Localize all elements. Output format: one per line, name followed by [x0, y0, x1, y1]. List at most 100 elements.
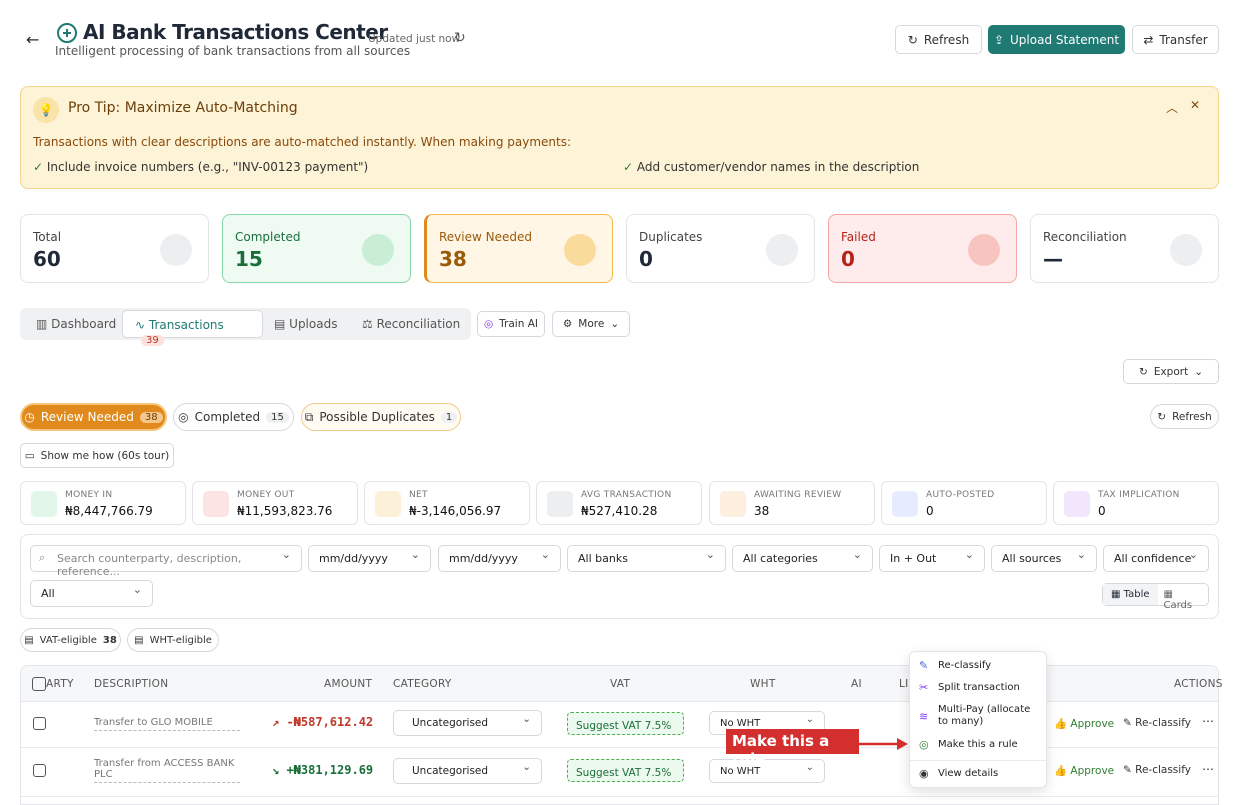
close-button[interactable]: ✕: [1189, 98, 1200, 112]
transfer-button[interactable]: ⇄ Transfer: [1132, 25, 1219, 54]
option: No WHT: [720, 718, 761, 729]
row-divider: [21, 796, 1218, 797]
stat-label: Review Needed: [439, 230, 532, 244]
tab-active[interactable]: ∿ Transactions 39: [122, 310, 263, 346]
menu-item[interactable]: Re-classify: [938, 660, 992, 671]
option: In + Out: [890, 552, 937, 565]
category-select[interactable]: Uncategorised: [393, 758, 542, 784]
approve-button[interactable]: 👍 Approve: [1054, 718, 1115, 730]
menu-item[interactable]: Make this a rule: [938, 739, 1018, 750]
stat-label: Duplicates: [639, 230, 703, 244]
refresh-button[interactable]: ↻ Refresh: [895, 25, 982, 54]
export-button[interactable]: ↻ Export ⌄: [1123, 359, 1219, 384]
source-select[interactable]: All sources: [991, 545, 1097, 572]
direction-select[interactable]: In + Out: [879, 545, 985, 572]
upload-button[interactable]: ⇪ Upload Statement: [988, 25, 1125, 54]
page-subtitle: Intelligent processing of bank transacti…: [55, 44, 411, 58]
metric-icon: [31, 491, 57, 517]
date-input[interactable]: mm/dd/yyyy: [438, 545, 561, 572]
more-button[interactable]: ⚙ More ⌄: [552, 311, 630, 337]
collapse-button[interactable]: ︿: [1165, 101, 1178, 115]
metric-icon: [547, 491, 573, 517]
view-option[interactable]: ▦ Cards: [1163, 589, 1193, 611]
tab-bar: ▥ Dashboard ∿ Transactions 39 ▤ Uploads …: [20, 308, 471, 346]
menu-item[interactable]: View details: [938, 768, 999, 779]
option: All: [41, 587, 55, 600]
check: ✓: [623, 160, 637, 174]
sync-icon[interactable]: ↻: [454, 30, 466, 46]
row-divider: [21, 747, 1218, 748]
status-refresh-button[interactable]: ↻ Refresh: [1150, 404, 1219, 429]
metric-icon: [1064, 491, 1090, 517]
tab[interactable]: ▥ Dashboard: [36, 317, 117, 331]
icon: ↘: [272, 763, 287, 777]
vat-suggestion[interactable]: Suggest VAT 7.5%: [567, 759, 684, 782]
bank-select[interactable]: All banks: [567, 545, 726, 572]
metric-value: 0: [1098, 504, 1106, 518]
metric-value: 0: [926, 504, 934, 518]
label: Export: [1153, 365, 1189, 378]
label: Upload Statement: [1010, 32, 1120, 47]
status-pill[interactable]: ⧉ Possible Duplicates 1: [301, 403, 461, 431]
tab[interactable]: ⚖ Reconciliation: [362, 317, 461, 331]
metric-card: MONEY IN ₦8,447,766.79: [20, 481, 186, 525]
metric-icon: [892, 491, 918, 517]
label: VAT-eligible: [39, 634, 97, 646]
row-menu-button[interactable]: ⋯: [1202, 714, 1214, 728]
row-checkbox[interactable]: [33, 717, 46, 730]
column-header: DESCRIPTION: [94, 678, 169, 690]
option: All sources: [1002, 552, 1062, 565]
stat-icon: [1170, 234, 1202, 266]
train-ai-button[interactable]: ◎ Train AI: [477, 311, 545, 337]
tip-item: ✓ Include invoice numbers (e.g., "INV-00…: [33, 160, 368, 174]
date-input[interactable]: mm/dd/yyyy: [308, 545, 431, 572]
chip[interactable]: ▤ VAT-eligible 38: [20, 628, 121, 652]
confidence-select[interactable]: All confidence: [1103, 545, 1209, 572]
tab[interactable]: ▤ Uploads: [274, 317, 338, 331]
icon: ↻: [1139, 365, 1148, 378]
search-input[interactable]: ⌕ Search counterparty, description, refer…: [30, 545, 302, 578]
label: Show me how (60s tour): [40, 449, 170, 462]
menu-icon: ◉: [919, 767, 929, 780]
column-header: CATEGORY: [393, 678, 452, 690]
select-all-checkbox[interactable]: [32, 677, 46, 691]
label: Cards: [1163, 600, 1193, 611]
menu-item[interactable]: Split transaction: [938, 682, 1020, 693]
category-select[interactable]: Uncategorised: [393, 710, 542, 736]
stat-card: Duplicates 0: [626, 214, 815, 283]
label: Table: [1123, 589, 1150, 600]
icon: ⧉: [304, 409, 314, 424]
wht-select[interactable]: No WHT: [709, 759, 825, 783]
menu-item[interactable]: Multi-Pay (allocate to many): [938, 704, 1031, 727]
label: Re-classify: [1135, 717, 1191, 729]
label: Refresh: [923, 32, 970, 47]
row-menu-button[interactable]: ⋯: [1202, 762, 1214, 776]
reclassify-button[interactable]: ✎ Re-classify: [1123, 764, 1191, 776]
reclassify-button[interactable]: ✎ Re-classify: [1123, 717, 1191, 729]
chip[interactable]: ▤ WHT-eligible: [127, 628, 219, 652]
row-checkbox[interactable]: [33, 764, 46, 777]
stat-card: Completed 15: [222, 214, 411, 283]
view-option[interactable]: ▦ Table: [1103, 584, 1158, 605]
status-pill-active[interactable]: ◷ Review Needed 38: [20, 403, 167, 431]
icon: ↻: [907, 32, 918, 47]
count: 15: [266, 411, 289, 423]
back-button[interactable]: ←: [26, 30, 40, 49]
approve-button[interactable]: 👍 Approve: [1054, 765, 1115, 777]
icon: ▭: [24, 449, 35, 462]
tour-button[interactable]: ▭ Show me how (60s tour): [20, 443, 174, 468]
category-select[interactable]: All categories: [732, 545, 873, 572]
metric-value: ₦11,593,823.76: [237, 504, 333, 518]
filter-panel: [20, 534, 1219, 619]
stat-icon: [362, 234, 394, 266]
view-toggle: ▦ Table ▦ Cards: [1102, 583, 1209, 611]
icon: ↻: [1157, 410, 1167, 423]
type-select[interactable]: All: [30, 580, 153, 607]
vat-suggestion[interactable]: Suggest VAT 7.5%: [567, 712, 684, 735]
caret: ⌄: [1194, 365, 1203, 378]
caret: ⌄: [610, 318, 620, 330]
placeholder: Search counterparty, description, refere…: [57, 552, 242, 578]
metric-value: ₦527,410.28: [581, 504, 658, 518]
status-pill[interactable]: ◎ Completed 15: [173, 403, 294, 431]
